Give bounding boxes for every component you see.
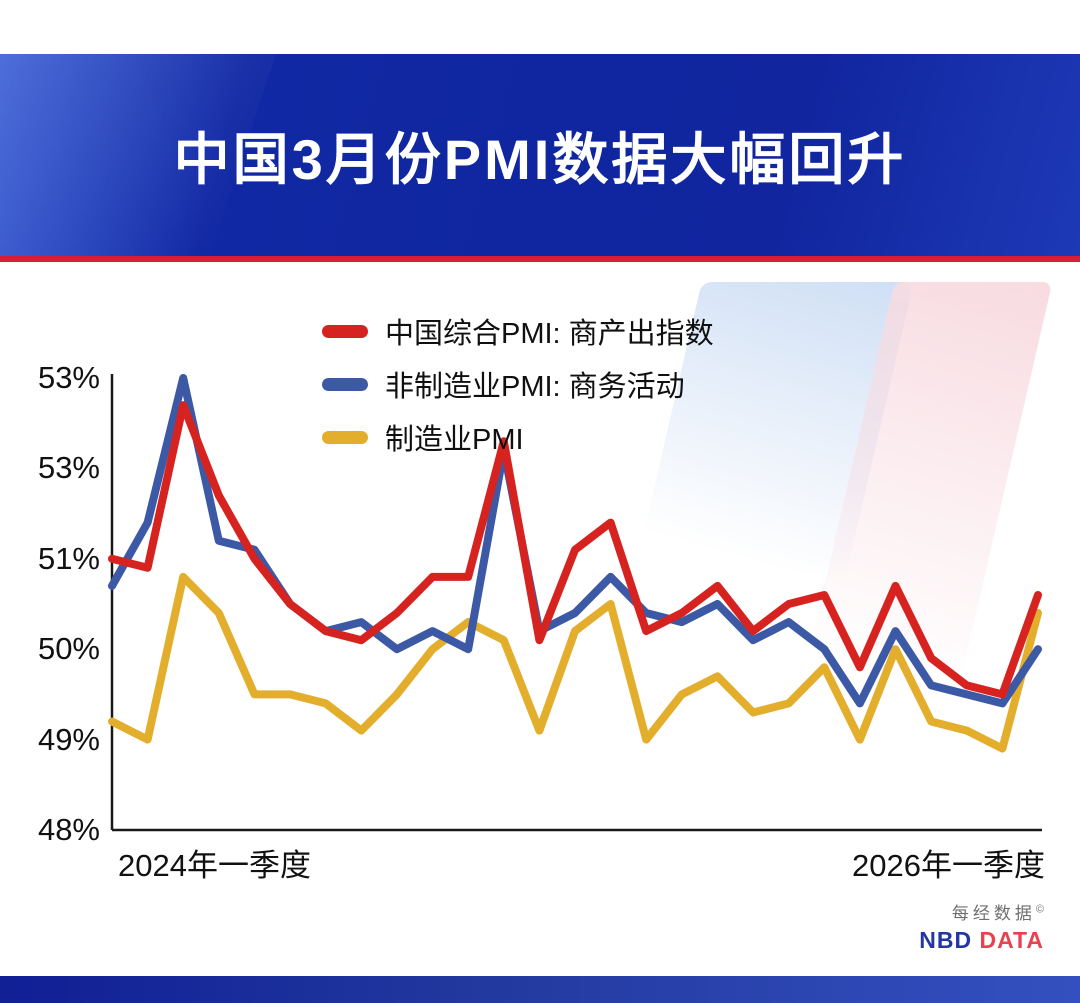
legend-label-manufacturing-pmi: 制造业PMI: [385, 424, 524, 456]
y-axis-tick-label: 51%: [37, 540, 100, 576]
x-axis-label-left: 2024年一季度: [118, 848, 311, 883]
legend-item-nonmanufacturing-pmi: 非制造业PMI: 商务活动: [322, 363, 714, 405]
legend-item-manufacturing-pmi: 制造业PMI: [322, 416, 714, 458]
legend-swatch-red: [322, 324, 368, 338]
legend-item-composite-pmi: 中国综合PMI: 商产出指数: [322, 310, 714, 352]
y-axis-labels: 53% 53% 51% 50% 49% 48%: [0, 0, 100, 1003]
brand-chinese-text: 每经数据: [951, 904, 1036, 923]
y-axis-tick-label: 49%: [37, 721, 100, 757]
chart-legend: 中国综合PMI: 商产出指数 非制造业PMI: 商务活动 制造业PMI: [322, 310, 714, 458]
bottom-bar: [0, 976, 1080, 1003]
y-axis-tick-label: 53%: [37, 360, 100, 395]
footer-data: DATA: [979, 927, 1044, 954]
y-axis-tick-label: 50%: [37, 631, 100, 667]
series-line-中国综合PMI: 商产出指数: [108, 401, 1042, 699]
y-axis-tick-label: 53%: [37, 450, 100, 486]
legend-swatch-yellow: [322, 430, 368, 444]
brand-chinese: 每经数据©: [919, 903, 1044, 924]
legend-label-nonmanufacturing-pmi: 非制造业PMI: 商务活动: [385, 371, 685, 403]
y-axis-tick-label: 48%: [37, 812, 100, 847]
brand-english: NBD DATA: [919, 926, 1044, 955]
page-title: 中国3月份PMI数据大幅回升: [173, 127, 907, 191]
red-divider: [0, 256, 1080, 262]
header-banner: 中国3月份PMI数据大幅回升: [0, 54, 1080, 256]
legend-label-composite-pmi: 中国综合PMI: 商产出指数: [385, 318, 714, 350]
copyright-mark: ©: [1035, 903, 1044, 916]
x-axis-label-right: 2026年一季度: [852, 848, 1045, 883]
footer-nbd: NBD: [919, 927, 973, 954]
brand-footer: 每经数据© NBD DATA: [919, 903, 1044, 955]
series-line-制造业PMI: [108, 572, 1042, 753]
legend-swatch-blue: [322, 377, 368, 391]
